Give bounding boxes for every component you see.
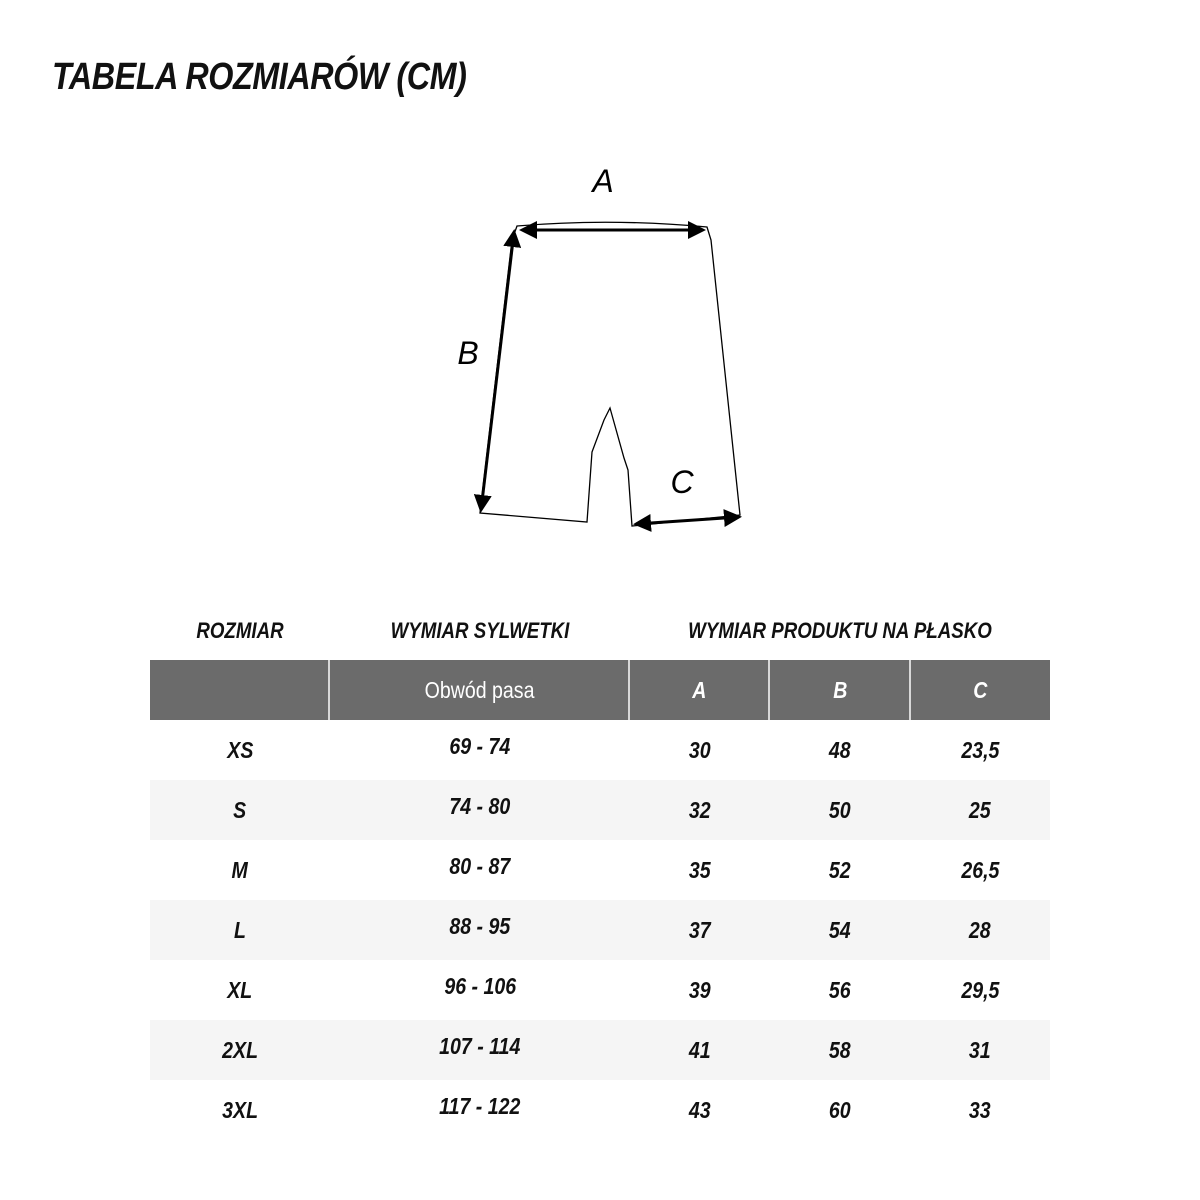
table-cell: 25: [969, 796, 991, 823]
table-cell: 54: [829, 916, 851, 943]
table-cell: 39: [689, 976, 711, 1003]
table-cell: 33: [969, 1096, 991, 1123]
table-row: 2XL 107 - 114 41 58 31: [150, 1020, 1050, 1080]
table-cell: 96 - 106: [444, 972, 516, 999]
table-row: L 88 - 95 37 54 28: [150, 900, 1050, 960]
header-cell: C: [909, 660, 1050, 720]
table-cell: 56: [829, 976, 851, 1003]
arrow-c: [633, 509, 742, 532]
table-cell: 50: [829, 796, 851, 823]
shorts-diagram: A B C: [457, 163, 742, 532]
table-cell: 35: [689, 856, 711, 883]
table-cell: M: [231, 856, 249, 883]
table-cell: 37: [689, 916, 711, 943]
table-cell: 2XL: [222, 1036, 258, 1063]
caption-size: ROZMIAR: [196, 618, 284, 643]
header-cell: A: [627, 660, 769, 720]
table-cell: 23,5: [960, 736, 1000, 763]
table-header-row: Obwód pasa A B C: [150, 660, 1050, 720]
table-cell: 88 - 95: [449, 912, 511, 939]
table-cell: 29,5: [960, 976, 1000, 1003]
table-cell: XS: [226, 736, 254, 763]
caption-product: WYMIAR PRODUKTU NA PŁASKO: [688, 618, 992, 643]
shorts-outline: [479, 221, 741, 527]
table-cell: 60: [829, 1096, 851, 1123]
table-row: M 80 - 87 35 52 26,5: [150, 840, 1050, 900]
table-row: 3XL 117 - 122 43 60 33: [150, 1080, 1050, 1140]
table-cell: 58: [829, 1036, 851, 1063]
header-cell: [150, 660, 328, 720]
table-cell: 74 - 80: [449, 792, 511, 819]
table-cell: 52: [829, 856, 851, 883]
table-cell: S: [233, 796, 247, 823]
table-cell: 26,5: [960, 856, 1000, 883]
table-cell: 28: [969, 916, 991, 943]
table-cell: 107 - 114: [439, 1032, 521, 1059]
table-cell: 43: [689, 1096, 711, 1123]
label-c: C: [670, 464, 694, 500]
label-b: B: [457, 335, 478, 371]
label-a: A: [590, 163, 613, 199]
table-row: S 74 - 80 32 50 25: [150, 780, 1050, 840]
table-cell: 48: [829, 736, 851, 763]
table-row: XL 96 - 106 39 56 29,5: [150, 960, 1050, 1020]
table-cell: L: [234, 916, 246, 943]
header-cell: Obwód pasa: [328, 660, 627, 720]
table-cell: 41: [689, 1036, 711, 1063]
table-cell: 30: [689, 736, 711, 763]
size-table: Obwód pasa A B C XS 69 - 74 30 48 23,5 S 74 - …: [150, 660, 1050, 1140]
header-cell: B: [768, 660, 909, 720]
table-cell: 69 - 74: [449, 732, 511, 759]
table-cell: 32: [689, 796, 711, 823]
table-cell: 80 - 87: [449, 852, 511, 879]
table-cell: 117 - 122: [439, 1092, 521, 1119]
page-title: TABELA ROZMIARÓW (CM): [52, 56, 467, 98]
table-cell: XL: [227, 976, 253, 1003]
arrow-b: [473, 229, 522, 513]
table-row: XS 69 - 74 30 48 23,5: [150, 720, 1050, 780]
caption-body: WYMIAR SYLWETKI: [390, 618, 570, 643]
table-cell: 31: [969, 1036, 991, 1063]
table-cell: 3XL: [222, 1096, 258, 1123]
